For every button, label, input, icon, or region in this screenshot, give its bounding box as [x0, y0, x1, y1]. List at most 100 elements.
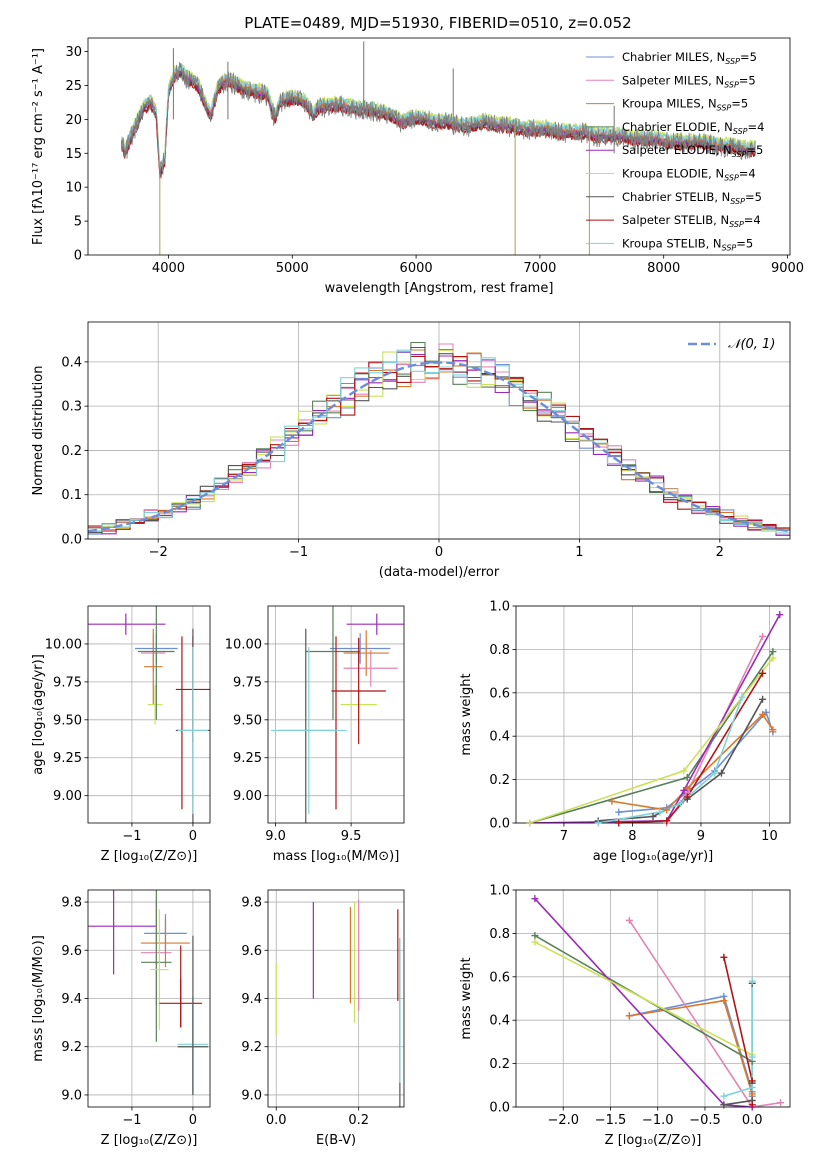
- mass-weight-marker: [680, 767, 688, 775]
- x-axis-label: wavelength [Angstrom, rest frame]: [325, 281, 554, 296]
- x-tick-label: −2.0: [547, 1113, 579, 1128]
- mass-weight-marker: [526, 819, 534, 827]
- mass-weight-marker: [769, 648, 777, 656]
- mass-weight-marker: [656, 808, 664, 816]
- x-axis-label: (data-model)/error: [379, 565, 500, 580]
- mass-vs-EBV-panel: 0.0 0.2 9.0 9.2 9.4 9.6 9.8 E(B-V): [241, 889, 405, 1148]
- mass-weight-marker: [531, 932, 539, 940]
- y-tick-label: 0.2: [61, 444, 82, 459]
- mass-vs-EBV-marks: [275, 899, 401, 1107]
- legend-entry: Salpeter STELIB, NSSP=4: [622, 213, 761, 229]
- spectrum-legend: Chabrier MILES, NSSP=5 Salpeter MILES, NS…: [586, 50, 764, 252]
- y-tick-label: 0.2: [489, 1057, 510, 1072]
- mass-weight-marker: [720, 1092, 728, 1100]
- y-axis-label: mass weight: [459, 957, 474, 1039]
- x-tick-label: 2: [716, 545, 724, 560]
- x-tick-label: 0.0: [266, 1113, 287, 1128]
- y-tick-label: 9.75: [53, 675, 82, 690]
- mass-weight-vs-age-marks: [529, 614, 781, 823]
- mass-weight-line: [618, 672, 764, 823]
- y-tick-label: 10.00: [45, 637, 82, 652]
- y-tick-label: 10: [65, 181, 82, 196]
- mass-weight-marker: [625, 916, 633, 924]
- x-axis-label: E(B-V): [316, 1133, 356, 1148]
- mass-vs-Z-panel: −1 0 9.0 9.2 9.4 9.6 9.8 Z [log₁₀(Z/Z⊙)] mass [l…: [31, 889, 211, 1148]
- axes-frame: [515, 889, 791, 1108]
- y-axis-label: Flux [fλ10⁻¹⁷ erg cm⁻² s⁻¹ A⁻¹]: [31, 48, 46, 245]
- age-vs-Z-marks: [88, 606, 210, 823]
- mass-weight-marker: [615, 808, 623, 816]
- y-tick-label: 9.50: [53, 713, 82, 728]
- mass-weight-marker: [748, 1101, 756, 1109]
- residuals-panel: −2 −1 0 1 2 0.0 0.1 0.2 0.3 0.4 (data-model)/error…: [31, 321, 791, 580]
- x-tick-label: 9000: [771, 261, 804, 276]
- mass-weight-marker: [663, 806, 671, 814]
- x-tick-label: 7: [560, 829, 568, 844]
- legend-entry: Salpeter ELODIE, NSSP=5: [622, 143, 763, 159]
- y-tick-label: 0.0: [489, 1101, 510, 1116]
- y-tick-label: 0.3: [61, 400, 82, 415]
- y-axis-label: Normed distribution: [31, 366, 46, 496]
- mass-weight-line: [628, 919, 781, 1107]
- x-tick-label: 9.0: [265, 829, 286, 844]
- spectrum-panel: 4000 5000 6000 7000 8000 9000 0 5 10 15 20 25 30 wave…: [31, 37, 804, 296]
- y-tick-label: 9.0: [61, 1088, 82, 1103]
- x-tick-label: 10: [761, 829, 778, 844]
- mass-weight-line: [529, 614, 781, 823]
- x-tick-label: 1: [575, 545, 583, 560]
- mass-weight-marker: [759, 711, 767, 718]
- mass-weight-marker: [676, 799, 684, 807]
- axes-frame: [87, 605, 211, 824]
- y-tick-label: 9.2: [61, 1040, 82, 1055]
- figure-title: PLATE=0489, MJD=51930, FIBERID=0510, z=0…: [244, 14, 631, 32]
- mass-weight-marker: [748, 1077, 756, 1085]
- mass-weight-marker: [680, 786, 688, 794]
- x-axis-label: Z [log₁₀(Z/Z⊙)]: [101, 849, 198, 864]
- mass-weight-marker: [748, 1083, 756, 1091]
- y-axis-label: mass [log₁₀(M/M⊙)]: [31, 935, 46, 1062]
- y-tick-label: 25: [65, 79, 82, 94]
- legend-entry: Kroupa ELODIE, NSSP=4: [622, 167, 756, 183]
- mass-weight-marker: [683, 773, 691, 781]
- mass-weight-marker: [683, 793, 691, 801]
- x-tick-label: 0: [189, 1113, 197, 1128]
- gaussian-reference-curve: [88, 361, 790, 533]
- y-tick-label: 5: [74, 215, 82, 230]
- mass-weight-marker: [615, 819, 623, 827]
- mass-weight-line: [629, 995, 754, 1097]
- y-tick-label: 9.0: [241, 1088, 262, 1103]
- mass-weight-marker: [625, 1012, 633, 1020]
- mass-weight-marker: [718, 769, 725, 777]
- age-vs-mass-panel: 9.0 9.5 9.00 9.25 9.50 9.75 10.00 mass [log₁₀(M…: [225, 605, 405, 864]
- y-tick-label: 0.8: [489, 643, 510, 658]
- x-axis-label: mass [log₁₀(M/M⊙)]: [273, 849, 400, 864]
- y-tick-label: 9.8: [241, 896, 262, 911]
- x-tick-label: 8000: [647, 261, 680, 276]
- y-tick-label: 9.6: [61, 944, 82, 959]
- mass-weight-marker: [711, 769, 719, 777]
- y-tick-label: 0.0: [61, 533, 82, 548]
- mass-weight-marker: [720, 1101, 728, 1109]
- mass-weight-marker: [720, 953, 728, 961]
- x-tick-label: 0: [189, 829, 197, 844]
- y-tick-label: 0.0: [489, 817, 510, 832]
- legend-entry: Kroupa STELIB, NSSP=5: [622, 236, 753, 252]
- axes-frame: [87, 37, 791, 256]
- y-tick-label: 10.00: [225, 637, 262, 652]
- y-tick-label: 0.8: [489, 927, 510, 942]
- mass-weight-marker: [720, 997, 728, 1005]
- x-tick-label: −1: [122, 829, 141, 844]
- residuals-marks: [88, 341, 790, 537]
- y-tick-label: 0.1: [61, 488, 82, 503]
- mass-weight-line: [529, 651, 774, 823]
- mass-weight-marker: [608, 797, 616, 805]
- x-tick-label: −1: [122, 1113, 141, 1128]
- legend-entry: Chabrier STELIB, NSSP=5: [622, 190, 762, 206]
- mass-weight-marker: [738, 693, 746, 701]
- y-axis-label: age [log₁₀(age/yr)]: [31, 654, 46, 775]
- y-tick-label: 9.50: [233, 713, 262, 728]
- mass-weight-marker: [748, 977, 756, 985]
- mass-weight-vs-Z-panel: −2.0 −1.5 −1.0 −0.5 0.0 0.0 0.2 0.4 0.6 0.8 1.0 Z […: [459, 884, 791, 1148]
- y-tick-label: 9.2: [241, 1040, 262, 1055]
- y-tick-label: 0.2: [489, 773, 510, 788]
